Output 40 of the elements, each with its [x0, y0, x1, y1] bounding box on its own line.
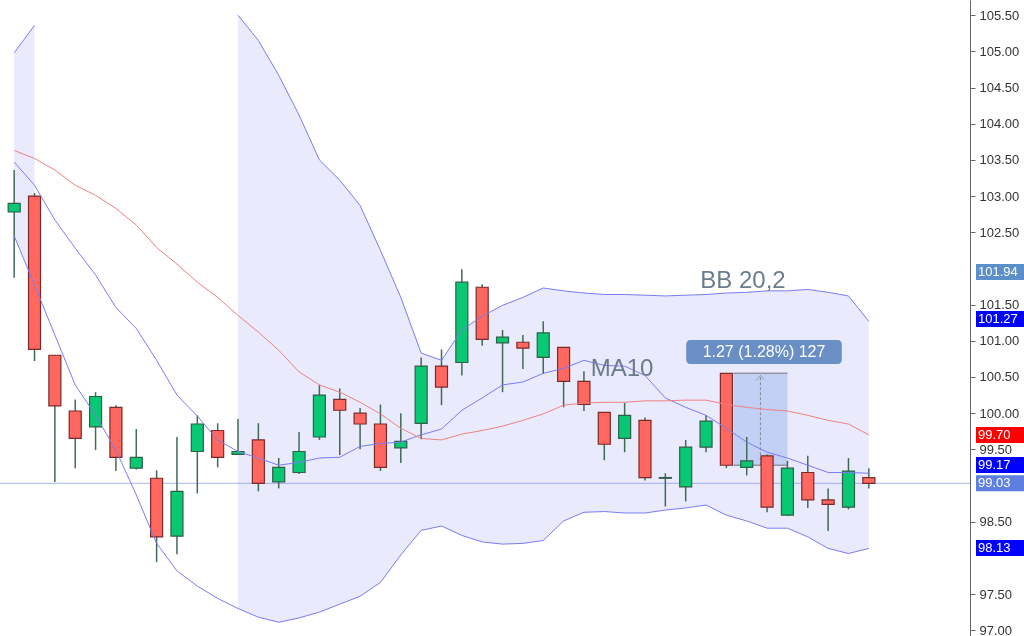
y-tick-label: 98.50	[979, 514, 1013, 530]
text: 101.94	[978, 264, 1018, 279]
y-tick-label: 103.00	[979, 188, 1020, 204]
y-tick-label: 104.00	[979, 116, 1020, 132]
candlestick	[333, 387, 347, 456]
candlestick	[353, 407, 367, 451]
candlestick	[272, 457, 286, 490]
y-tick-label: 102.50	[979, 224, 1020, 240]
y-tick-label: 97.00	[979, 622, 1013, 636]
y-tick-label: 105.50	[979, 7, 1020, 23]
ref-line-label: 99.03	[978, 475, 1011, 491]
y-tick-label: 104.50	[979, 80, 1020, 96]
candlestick	[434, 348, 449, 406]
y-tick-label: 101.00	[979, 333, 1020, 349]
y-tick-label: 97.50	[979, 586, 1013, 602]
text: 99.70	[978, 427, 1011, 442]
line-series	[13, 235, 870, 623]
candlestick	[516, 334, 530, 370]
candlestick	[577, 370, 591, 412]
candlestick	[618, 402, 632, 453]
y-tick-label: 100.00	[979, 405, 1020, 421]
candlestick	[7, 169, 21, 279]
candlestick	[658, 472, 672, 508]
y-tick-label: 105.00	[979, 43, 1020, 59]
y-tick-label: 99.50	[979, 441, 1013, 457]
y-tick-label: 101.50	[979, 297, 1020, 313]
annotation: BB 20,2	[700, 266, 786, 293]
candlestick	[394, 412, 408, 464]
candlestick	[821, 487, 835, 532]
candlestick	[862, 467, 876, 490]
annotation: 1.27 (1.28%) 127	[702, 343, 826, 360]
text: 98.13	[978, 540, 1011, 555]
text: 101.27	[978, 311, 1018, 326]
candlestick	[129, 428, 143, 471]
y-tick-label: 103.50	[979, 152, 1020, 168]
candlestick	[292, 431, 306, 475]
y-tick-label: 100.50	[979, 369, 1020, 385]
candlestick	[740, 436, 754, 477]
text: 99.17	[978, 457, 1011, 472]
candlestick	[495, 329, 510, 393]
